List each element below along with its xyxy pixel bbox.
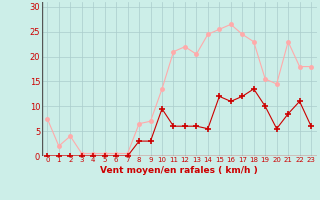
X-axis label: Vent moyen/en rafales ( km/h ): Vent moyen/en rafales ( km/h ) <box>100 166 258 175</box>
